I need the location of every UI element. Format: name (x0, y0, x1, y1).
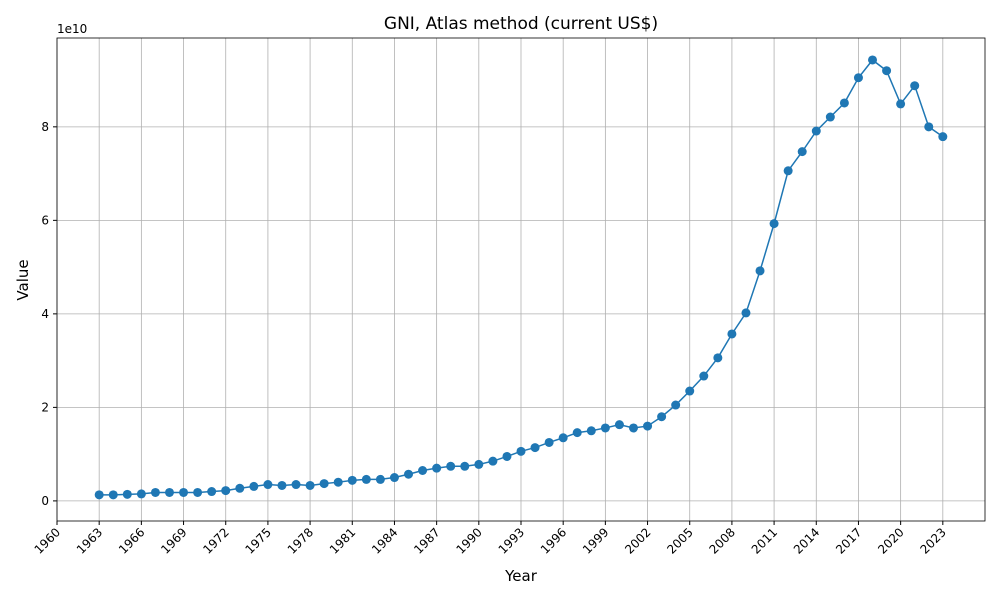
point (150, 487, 160, 497)
point (488, 456, 498, 466)
y-tick-label: 2 (41, 400, 49, 414)
point (839, 98, 849, 108)
x-tick-label: 1960 (32, 525, 63, 556)
point (108, 490, 118, 500)
y-tick-label: 4 (41, 307, 49, 321)
point (685, 386, 695, 396)
x-tick-label: 1963 (74, 525, 105, 556)
y-tick-label: 8 (41, 120, 49, 134)
point (235, 483, 245, 493)
x-tick-label: 1999 (580, 525, 611, 556)
point (755, 266, 765, 276)
point (868, 55, 878, 65)
x-tick-label: 1969 (158, 525, 189, 556)
point (474, 459, 484, 469)
point (811, 126, 821, 136)
x-tick-label: 2011 (749, 525, 780, 556)
point (122, 489, 132, 499)
x-tick-label: 2014 (791, 525, 822, 556)
point (938, 132, 948, 142)
x-tick-label: 1990 (453, 525, 484, 556)
x-tick-label: 1975 (243, 525, 274, 556)
point (319, 479, 329, 489)
point (207, 487, 217, 497)
point (657, 412, 667, 422)
point (333, 477, 343, 487)
x-tick-label: 1987 (411, 525, 442, 556)
point (502, 451, 512, 461)
x-tick-label: 1993 (496, 525, 527, 556)
x-tick-label: 1996 (538, 525, 569, 556)
point (783, 166, 793, 176)
x-tick-label: 2017 (833, 525, 864, 556)
point (249, 481, 259, 491)
point (614, 420, 624, 430)
point (94, 490, 104, 500)
point (896, 99, 906, 109)
y-axis-label: Value (14, 259, 32, 300)
point (741, 308, 751, 318)
point (530, 443, 540, 453)
point (910, 81, 920, 91)
point (572, 428, 582, 438)
point (375, 474, 385, 484)
x-tick-label: 2002 (622, 525, 653, 556)
x-tick-label: 2020 (875, 525, 906, 556)
point (516, 446, 526, 456)
point (825, 112, 835, 122)
point (558, 433, 568, 443)
point (628, 423, 638, 433)
point (432, 463, 442, 473)
x-tick-label: 1981 (327, 525, 358, 556)
x-tick-label: 2023 (917, 525, 948, 556)
point (882, 66, 892, 76)
y-tick-label: 6 (41, 213, 49, 227)
point (291, 480, 301, 490)
point (305, 480, 315, 490)
y-tick-label: 0 (41, 494, 49, 508)
point (699, 371, 709, 381)
x-tick-label: 1984 (369, 525, 400, 556)
y-offset-label: 1e10 (57, 22, 87, 36)
point (389, 473, 399, 483)
x-tick-label: 1972 (200, 525, 231, 556)
point (671, 400, 681, 410)
point (418, 466, 428, 476)
point (361, 474, 371, 484)
point (193, 487, 203, 497)
point (164, 487, 174, 497)
point (797, 147, 807, 157)
point (347, 475, 357, 485)
chart-title: GNI, Atlas method (current US$) (384, 14, 658, 34)
point (769, 219, 779, 229)
plot-frame (56, 37, 986, 522)
point (924, 122, 934, 132)
x-tick-label: 1978 (285, 525, 316, 556)
point (853, 73, 863, 83)
point (600, 423, 610, 433)
point (446, 461, 456, 471)
point (586, 426, 596, 436)
point (404, 469, 414, 479)
point (277, 480, 287, 490)
point (136, 489, 146, 499)
point (727, 329, 737, 339)
x-tick-label: 2008 (707, 525, 738, 556)
point (643, 421, 653, 431)
point (263, 480, 273, 490)
x-tick-label: 1966 (116, 525, 147, 556)
x-tick-label: 2005 (664, 525, 695, 556)
point (544, 437, 554, 447)
point (713, 353, 723, 363)
point (460, 461, 470, 471)
x-axis-label: Year (504, 567, 538, 585)
point (221, 486, 231, 496)
point (179, 487, 189, 497)
